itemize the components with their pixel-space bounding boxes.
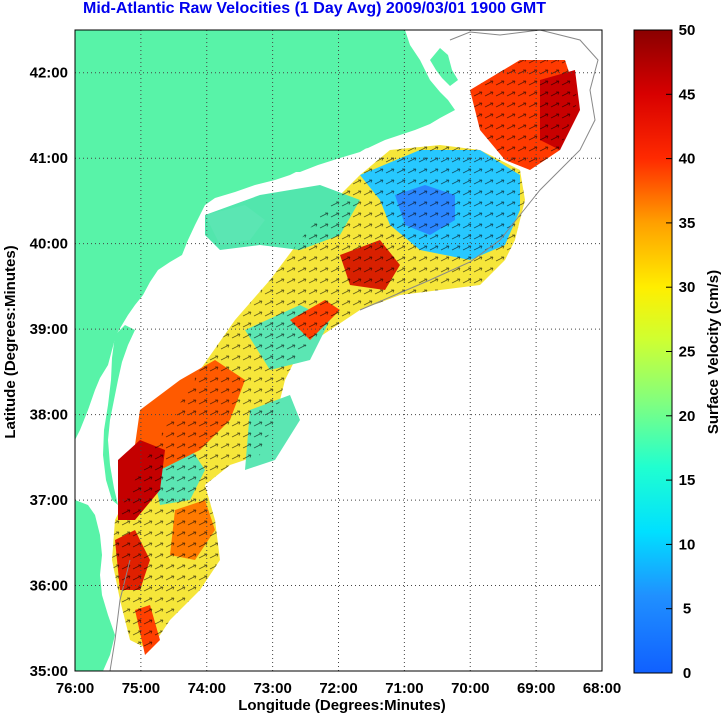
x-tick-label: 68:00 bbox=[583, 680, 621, 697]
x-tick-labels: 76:00 75:00 74:00 73:00 72:00 71:00 70:00 69:00… bbox=[56, 680, 621, 697]
y-tick-label: 35:00 bbox=[30, 663, 68, 680]
colorbar-tick-label: 40 bbox=[679, 151, 696, 168]
colorbar bbox=[633, 29, 673, 674]
x-tick-label: 74:00 bbox=[188, 680, 226, 697]
y-tick-label: 39:00 bbox=[30, 321, 68, 338]
colorbar-tick-label: 45 bbox=[679, 86, 696, 103]
x-axis-label: Longitude (Degrees:Minutes) bbox=[238, 697, 446, 714]
colorbar-label: Surface Velocity (cm/s) bbox=[705, 270, 722, 434]
colorbar-tick-label: 15 bbox=[679, 472, 696, 489]
y-tick-label: 36:00 bbox=[30, 578, 68, 595]
land-mass bbox=[75, 30, 455, 440]
x-tick-label: 72:00 bbox=[319, 680, 357, 697]
x-tick-label: 69:00 bbox=[517, 680, 555, 697]
colorbar-tick-label: 30 bbox=[679, 279, 696, 296]
x-tick-label: 75:00 bbox=[122, 680, 160, 697]
plot-border bbox=[74, 29, 603, 672]
colorbar-tick-label: 50 bbox=[679, 22, 696, 39]
y-tick-label: 40:00 bbox=[30, 236, 68, 253]
long-island-land bbox=[288, 146, 370, 172]
y-tick-label: 38:00 bbox=[30, 407, 68, 424]
colorbar-tick-label: 5 bbox=[683, 601, 691, 618]
bathymetry-contours bbox=[109, 30, 599, 671]
colorbar-tick-label: 35 bbox=[679, 215, 696, 232]
x-tick-label: 71:00 bbox=[385, 680, 423, 697]
map-grid bbox=[75, 30, 602, 671]
x-tick-label: 70:00 bbox=[451, 680, 489, 697]
x-tick-label: 76:00 bbox=[56, 680, 94, 697]
y-tick-label: 41:00 bbox=[30, 150, 68, 167]
chesapeake-water bbox=[88, 370, 118, 510]
y-axis-label: Latitude (Degrees:Minutes) bbox=[2, 245, 19, 438]
map-title: Mid-Atlantic Raw Velocities (1 Day Avg) … bbox=[83, 0, 546, 17]
delmarva-land bbox=[103, 325, 135, 505]
colorbar-tick-label: 10 bbox=[679, 536, 696, 553]
y-tick-label: 42:00 bbox=[30, 65, 68, 82]
colorbar-tick-label: 20 bbox=[679, 408, 696, 425]
colorbar-tick-label: 25 bbox=[679, 344, 696, 361]
velocity-arrows bbox=[112, 60, 578, 650]
cape-cod-land bbox=[430, 48, 458, 86]
x-tick-label: 73:00 bbox=[253, 680, 291, 697]
y-tick-label: 37:00 bbox=[30, 492, 68, 509]
colorbar-tick-label: 0 bbox=[683, 665, 691, 682]
y-tick-labels: 35:00 36:00 37:00 38:00 39:00 40:00 41:00 42:00 bbox=[30, 65, 68, 680]
colorbar-tick-labels: 0 5 10 15 20 25 30 35 40 45 50 bbox=[666, 22, 695, 682]
